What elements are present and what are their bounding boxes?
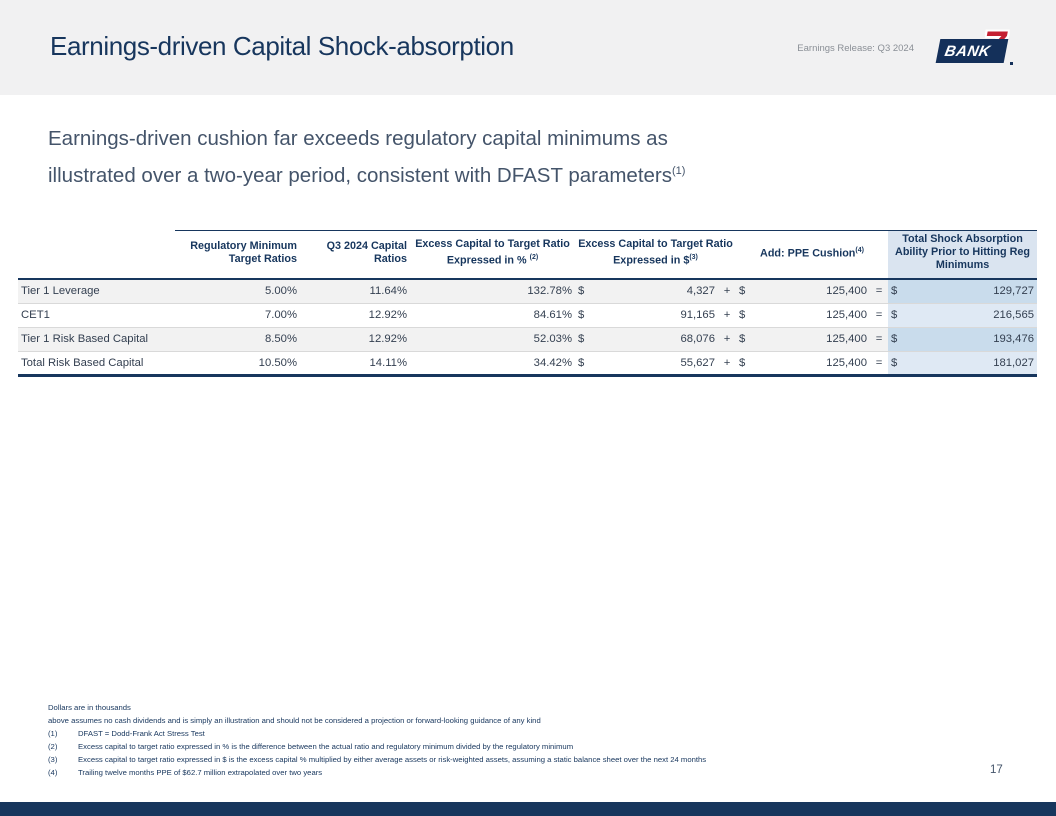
dollar-sign: $ [736, 279, 752, 303]
dollar-sign: $ [575, 279, 591, 303]
footnote-text: above assumes no cash dividends and is s… [48, 716, 541, 725]
subtitle-footnote-ref: (1) [672, 165, 686, 177]
column-header-total-shock-absorption: Total Shock Absorption Ability Prior to … [888, 230, 1038, 280]
row-label: Total Risk Based Capital [18, 350, 175, 377]
equals-operator: = [870, 302, 889, 327]
cell-ppe-cushion: 125,400 [752, 326, 870, 351]
plus-operator: + [718, 326, 736, 351]
footnote-item: (1) DFAST = Dodd-Frank Act Stress Test [48, 727, 948, 740]
cell-q3-ratio: 11.64% [300, 279, 410, 303]
cell-total-shock: 193,476 [906, 326, 1038, 351]
dollar-sign: $ [736, 326, 752, 351]
dollar-sign: $ [888, 279, 907, 303]
footnote-item: above assumes no cash dividends and is s… [48, 714, 948, 727]
table-row: CET1 7.00% 12.92% 84.61% $ 91,165 + $ 12… [18, 302, 1038, 327]
cell-reg-min: 8.50% [175, 326, 300, 351]
cell-total-shock: 181,027 [906, 350, 1038, 377]
cell-total-shock: 129,727 [906, 279, 1038, 303]
logo-box: BANK [935, 39, 1009, 63]
column-header-regulatory-minimum: Regulatory Minimum Target Ratios [175, 230, 300, 280]
cell-excess-pct: 34.42% [410, 350, 575, 377]
page-title: Earnings-driven Capital Shock-absorption [50, 31, 514, 61]
dollar-sign: $ [736, 302, 752, 327]
table-row: Tier 1 Leverage 5.00% 11.64% 132.78% $ 4… [18, 279, 1038, 303]
column-header-excess-usd: Excess Capital to Target Ratio Expressed… [575, 230, 736, 280]
cell-excess-usd: 91,165 [591, 302, 718, 327]
cell-ppe-cushion: 125,400 [752, 350, 870, 377]
footnote-number: (2) [48, 742, 58, 751]
cell-reg-min: 10.50% [175, 350, 300, 377]
subtitle-line1: Earnings-driven cushion far exceeds regu… [48, 127, 668, 150]
dollar-sign: $ [888, 350, 907, 377]
cell-excess-usd: 68,076 [591, 326, 718, 351]
plus-operator: + [718, 350, 736, 377]
equals-operator: = [870, 350, 889, 377]
column-header-ppe-cushion: Add: PPE Cushion(4) [736, 230, 889, 280]
footnote-text: Excess capital to target ratio expressed… [78, 755, 707, 764]
footnote-item: (3) Excess capital to target ratio expres… [48, 753, 948, 766]
column-header-q3-capital-ratios: Q3 2024 Capital Ratios [300, 230, 410, 280]
dollar-sign: $ [575, 326, 591, 351]
cell-excess-pct: 52.03% [410, 326, 575, 351]
footnote-text: DFAST = Dodd-Frank Act Stress Test [78, 729, 205, 738]
footnote-number: (4) [48, 768, 58, 777]
row-label: Tier 1 Risk Based Capital [18, 326, 175, 351]
table-header-row: Regulatory Minimum Target Ratios Q3 2024… [18, 230, 1038, 280]
footnote-item: (2) Excess capital to target ratio expres… [48, 740, 948, 753]
cell-reg-min: 7.00% [175, 302, 300, 327]
cell-ppe-cushion: 125,400 [752, 302, 870, 327]
dollar-sign: $ [888, 302, 907, 327]
cell-reg-min: 5.00% [175, 279, 300, 303]
subtitle-line2: illustrated over a two-year period, cons… [48, 163, 672, 187]
footnote-text: Trailing twelve months PPE of $62.7 mill… [78, 768, 323, 777]
page-number: 17 [990, 764, 1003, 776]
dollar-sign: $ [575, 302, 591, 327]
cell-total-shock: 216,565 [906, 302, 1038, 327]
footnote-number: (3) [48, 755, 58, 764]
footnote-text: Excess capital to target ratio expressed… [78, 742, 574, 751]
release-label: Earnings Release: Q3 2024 [797, 43, 914, 54]
column-header-empty [18, 230, 175, 280]
logo-bank-text: BANK [943, 42, 992, 60]
cell-q3-ratio: 12.92% [300, 326, 410, 351]
column-header-excess-pct: Excess Capital to Target Ratio Expressed… [410, 230, 575, 280]
cell-q3-ratio: 12.92% [300, 302, 410, 327]
cell-excess-usd: 55,627 [591, 350, 718, 377]
plus-operator: + [718, 302, 736, 327]
dollar-sign: $ [888, 326, 907, 351]
plus-operator: + [718, 279, 736, 303]
table-row: Total Risk Based Capital 10.50% 14.11% 3… [18, 350, 1038, 377]
footnote-item: Dollars are in thousands [48, 701, 948, 714]
row-label: CET1 [18, 302, 175, 327]
cell-excess-pct: 84.61% [410, 302, 575, 327]
bank7-logo: 7 BANK [935, 24, 1024, 74]
logo-trademark-dot [1010, 62, 1013, 65]
capital-ratios-table: Regulatory Minimum Target Ratios Q3 2024… [18, 230, 1038, 377]
row-label: Tier 1 Leverage [18, 279, 175, 303]
footer-bar [0, 802, 1056, 816]
table-row: Tier 1 Risk Based Capital 8.50% 12.92% 5… [18, 326, 1038, 351]
cell-excess-pct: 132.78% [410, 279, 575, 303]
cell-ppe-cushion: 125,400 [752, 279, 870, 303]
header-band [0, 0, 1056, 95]
equals-operator: = [870, 279, 889, 303]
footnotes-block: Dollars are in thousands above assumes n… [48, 701, 948, 779]
footnote-item: (4) Trailing twelve months PPE of $62.7 m… [48, 766, 948, 779]
cell-excess-usd: 4,327 [591, 279, 718, 303]
dollar-sign: $ [575, 350, 591, 377]
cell-q3-ratio: 14.11% [300, 350, 410, 377]
footnote-text: Dollars are in thousands [48, 703, 131, 712]
equals-operator: = [870, 326, 889, 351]
footnote-number: (1) [48, 729, 58, 738]
slide-subtitle: Earnings-driven cushion far exceeds regu… [48, 123, 685, 192]
dollar-sign: $ [736, 350, 752, 377]
